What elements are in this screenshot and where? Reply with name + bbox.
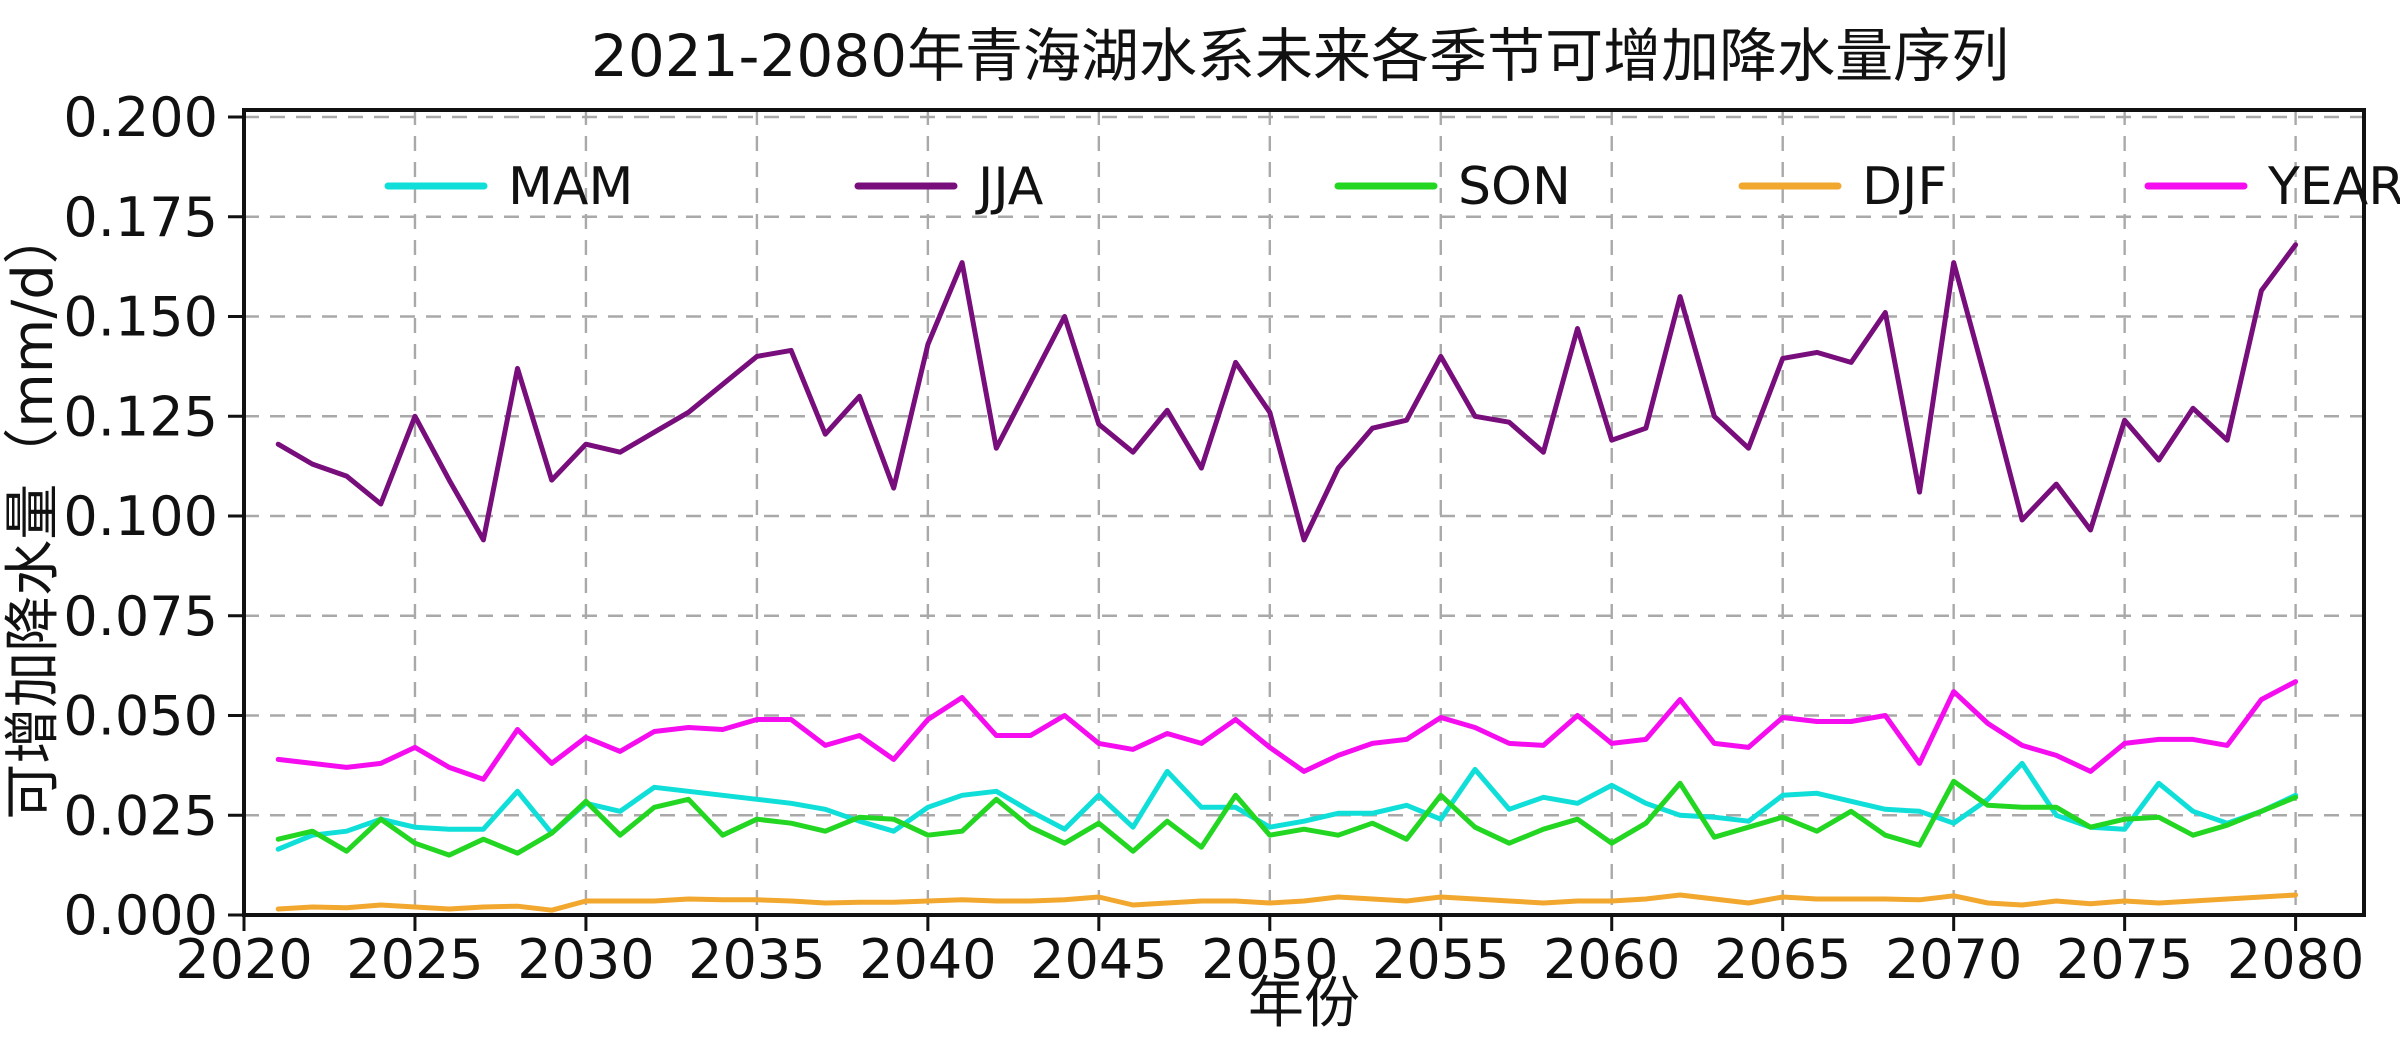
- x-tick-label: 2035: [688, 928, 825, 991]
- x-tick-label: 2020: [175, 928, 312, 991]
- y-tick-label: 0.100: [63, 485, 218, 548]
- x-tick-label: 2055: [1372, 928, 1509, 991]
- y-axis-label: 可增加降水量（mm/d）: [1, 208, 66, 820]
- series-line-JJA: [275, 242, 2299, 543]
- series-layer: [275, 242, 2299, 913]
- x-tick-label: 2060: [1543, 928, 1680, 991]
- y-tick-label: 0.050: [63, 685, 218, 748]
- y-tick-label: 0.175: [63, 186, 218, 249]
- x-tick-label: 2045: [1030, 928, 1167, 991]
- y-tick-label: 0.075: [63, 585, 218, 648]
- legend-item-MAM: MAM: [384, 157, 633, 217]
- legend-item-YEAR: YEAR: [2144, 157, 2400, 217]
- legend-item-SON: SON: [1334, 157, 1571, 217]
- y-tick-label: 0.125: [63, 385, 218, 448]
- series-line-YEAR: [275, 679, 2299, 782]
- y-tick-label: 0.200: [63, 86, 218, 149]
- series-line-DJF: [275, 892, 2299, 913]
- x-tick-label: 2080: [2227, 928, 2364, 991]
- y-tick-label: 0.025: [63, 784, 218, 847]
- x-tick-label: 2025: [346, 928, 483, 991]
- y-tick-label: 0.150: [63, 286, 218, 349]
- x-axis-label: 年份: [1248, 971, 1360, 1036]
- x-tick-label: 2065: [1714, 928, 1851, 991]
- legend-label-SON: SON: [1458, 157, 1571, 217]
- plot-border: [242, 108, 2366, 917]
- axes-layer: 2020 2025 2030 2035 2040 2045 2050 2055 2060 2065…: [63, 86, 2366, 991]
- legend-label-DJF: DJF: [1862, 157, 1947, 217]
- legend-label-YEAR: YEAR: [2267, 157, 2400, 217]
- series-line-SON: [275, 778, 2299, 858]
- x-tick-label: 2030: [517, 928, 654, 991]
- series-line-MAM: [275, 760, 2299, 852]
- x-tick-label: 2070: [1885, 928, 2022, 991]
- legend-label-MAM: MAM: [508, 157, 633, 217]
- legend: MAM JJA SON DJF YEAR: [384, 157, 2400, 217]
- x-tick-label: 2075: [2056, 928, 2193, 991]
- grid-layer: [244, 110, 2364, 915]
- x-tick-label: 2050: [1201, 928, 1338, 991]
- chart-title: 2021-2080年青海湖水系未来各季节可增加降水量序列: [591, 22, 2009, 90]
- legend-item-DJF: DJF: [1738, 157, 1947, 217]
- x-tick-label: 2040: [859, 928, 996, 991]
- legend-label-JJA: JJA: [975, 157, 1044, 217]
- legend-item-JJA: JJA: [854, 157, 1044, 217]
- y-tick-label: 0.000: [63, 884, 218, 947]
